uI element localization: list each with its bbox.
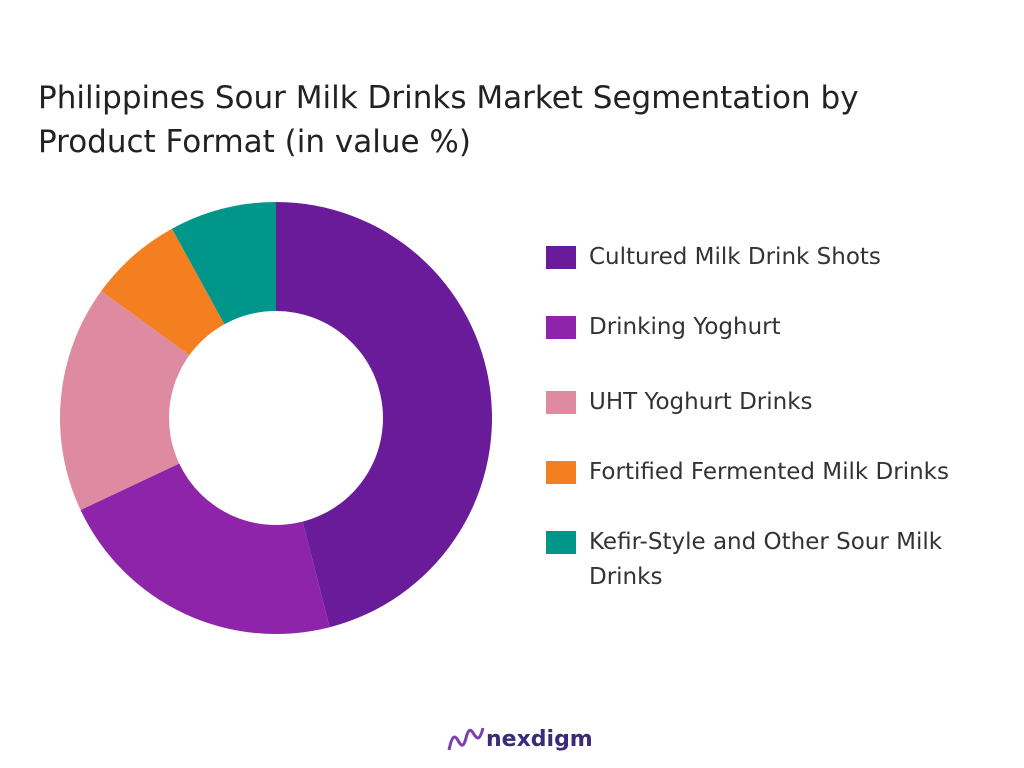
legend-label: Fortified Fermented Milk Drinks [589, 459, 949, 485]
legend-label: UHT Yoghurt Drinks [589, 389, 813, 415]
legend: Cultured Milk Drink Shots Drinking Yoghur… [546, 240, 1016, 630]
brand-name: nexdigm [486, 726, 593, 752]
legend-swatch [546, 461, 576, 484]
donut-slice [80, 463, 330, 634]
brand-logo: nexdigm [446, 722, 593, 756]
legend-item: Fortified Fermented Milk Drinks [546, 455, 1016, 490]
legend-label: Cultured Milk Drink Shots [589, 244, 881, 270]
legend-swatch [546, 316, 576, 339]
legend-item: Drinking Yoghurt [546, 310, 1016, 345]
legend-item: Cultured Milk Drink Shots [546, 240, 1016, 275]
legend-item: UHT Yoghurt Drinks [546, 385, 1016, 420]
legend-swatch [546, 531, 576, 554]
donut-slice [276, 202, 493, 628]
donut-slice [60, 291, 190, 510]
chart-title: Philippines Sour Milk Drinks Market Segm… [38, 80, 859, 160]
donut-slice [101, 228, 225, 356]
legend-label: Kefir-Style and Other Sour Milk Drinks [589, 529, 943, 590]
legend-swatch [546, 391, 576, 414]
legend-label: Drinking Yoghurt [589, 314, 781, 340]
donut-slice [171, 202, 276, 325]
legend-swatch [546, 246, 576, 269]
chart [60, 202, 493, 634]
legend-item: Kefir-Style and Other Sour Milk Drinks [546, 525, 1016, 595]
logo-icon [447, 727, 485, 751]
